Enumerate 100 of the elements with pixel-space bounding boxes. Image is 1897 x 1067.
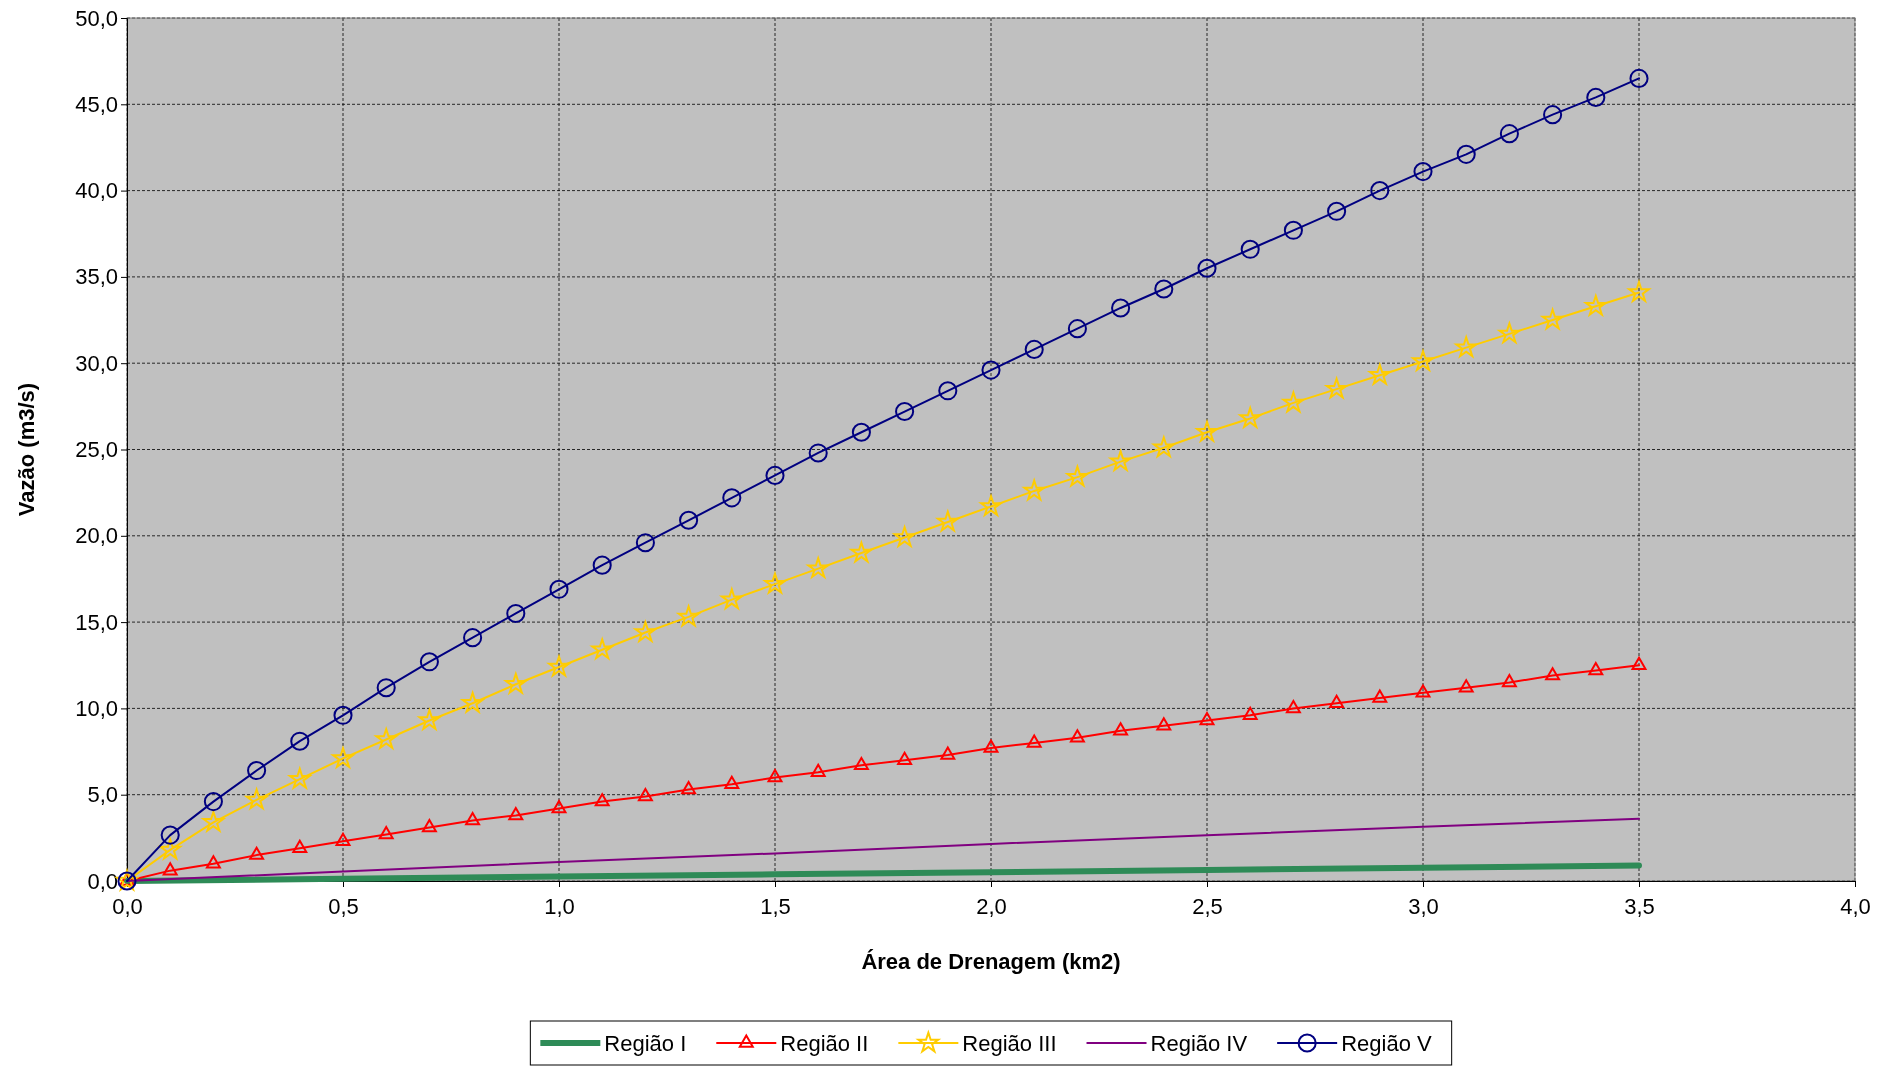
point — [767, 768, 783, 783]
point — [1368, 363, 1391, 385]
y-tick-label: 20,0 — [75, 523, 118, 549]
point — [891, 524, 917, 549]
y-tick-label: 45,0 — [75, 91, 118, 117]
point — [983, 739, 999, 753]
point — [378, 825, 394, 840]
point — [1631, 656, 1647, 670]
point — [807, 557, 830, 578]
point — [160, 825, 180, 845]
x-tick-label: 4,0 — [1840, 894, 1871, 920]
x-tick-label: 2,5 — [1192, 894, 1223, 920]
legend-label: Região I — [604, 1031, 687, 1056]
point — [591, 638, 614, 660]
point — [1543, 105, 1563, 125]
point — [247, 761, 267, 781]
point — [938, 381, 958, 401]
point — [1280, 389, 1305, 414]
point — [1372, 689, 1388, 703]
point — [416, 707, 442, 732]
point — [848, 539, 874, 564]
point — [632, 619, 657, 644]
point — [1501, 674, 1517, 688]
point — [1329, 694, 1345, 708]
point — [1156, 717, 1172, 731]
point — [1545, 667, 1561, 681]
point — [1496, 320, 1521, 345]
point — [765, 465, 785, 485]
point — [1199, 712, 1215, 726]
point — [897, 751, 913, 765]
point — [808, 443, 828, 463]
y-tick-label: 25,0 — [75, 437, 118, 463]
x-tick-label: 0,0 — [112, 894, 143, 920]
point — [508, 806, 524, 821]
point — [1456, 144, 1476, 164]
x-tick-label: 1,5 — [760, 894, 791, 920]
y-tick-label: 15,0 — [75, 609, 118, 635]
legend-label: Região II — [780, 1031, 869, 1056]
y-tick-label: 35,0 — [75, 264, 118, 290]
point — [1370, 181, 1390, 201]
point — [1327, 201, 1347, 221]
point — [243, 786, 270, 811]
point — [551, 800, 567, 814]
point — [1113, 722, 1129, 736]
point — [1024, 339, 1044, 359]
point — [1499, 124, 1519, 144]
point — [679, 510, 699, 530]
point — [1539, 306, 1565, 331]
point — [1152, 436, 1175, 458]
point — [200, 809, 227, 834]
point — [292, 839, 308, 853]
point — [419, 652, 439, 672]
point — [1067, 319, 1087, 339]
point — [895, 401, 915, 422]
point — [1107, 448, 1133, 473]
point — [1285, 699, 1301, 714]
point — [1584, 294, 1607, 316]
point — [1111, 298, 1131, 318]
point — [335, 832, 351, 847]
point — [810, 763, 826, 777]
point — [463, 628, 483, 648]
point — [1458, 679, 1474, 693]
y-tick-label: 10,0 — [75, 695, 118, 721]
point — [459, 690, 486, 715]
point — [549, 579, 569, 599]
point — [162, 862, 178, 876]
y-tick-label: 30,0 — [75, 350, 118, 376]
point — [1323, 375, 1348, 400]
point — [1629, 68, 1649, 88]
point — [1197, 258, 1217, 278]
point — [724, 775, 740, 790]
point — [1413, 162, 1433, 182]
x-tick-label: 1,0 — [544, 894, 575, 920]
y-tick-label: 0,0 — [87, 868, 118, 894]
point — [1240, 239, 1260, 259]
point — [681, 781, 697, 795]
point — [635, 533, 655, 553]
point — [851, 422, 871, 442]
point — [1239, 407, 1262, 428]
point — [203, 792, 223, 812]
point — [1455, 336, 1478, 358]
point — [720, 588, 743, 610]
point — [376, 678, 396, 698]
point — [722, 488, 742, 508]
point — [935, 508, 960, 533]
point — [504, 672, 527, 694]
y-tick-label: 40,0 — [75, 178, 118, 204]
x-tick-label: 3,5 — [1624, 894, 1655, 920]
point — [249, 846, 265, 860]
y-tick-label: 50,0 — [75, 5, 118, 31]
point — [592, 555, 612, 575]
x-tick-label: 2,0 — [976, 894, 1007, 920]
point — [205, 855, 221, 869]
point — [375, 728, 398, 749]
point — [465, 812, 481, 826]
point — [1021, 477, 1046, 502]
point — [157, 836, 183, 861]
y-tick-label: 5,0 — [87, 782, 118, 808]
point — [506, 603, 526, 624]
point — [594, 793, 610, 807]
